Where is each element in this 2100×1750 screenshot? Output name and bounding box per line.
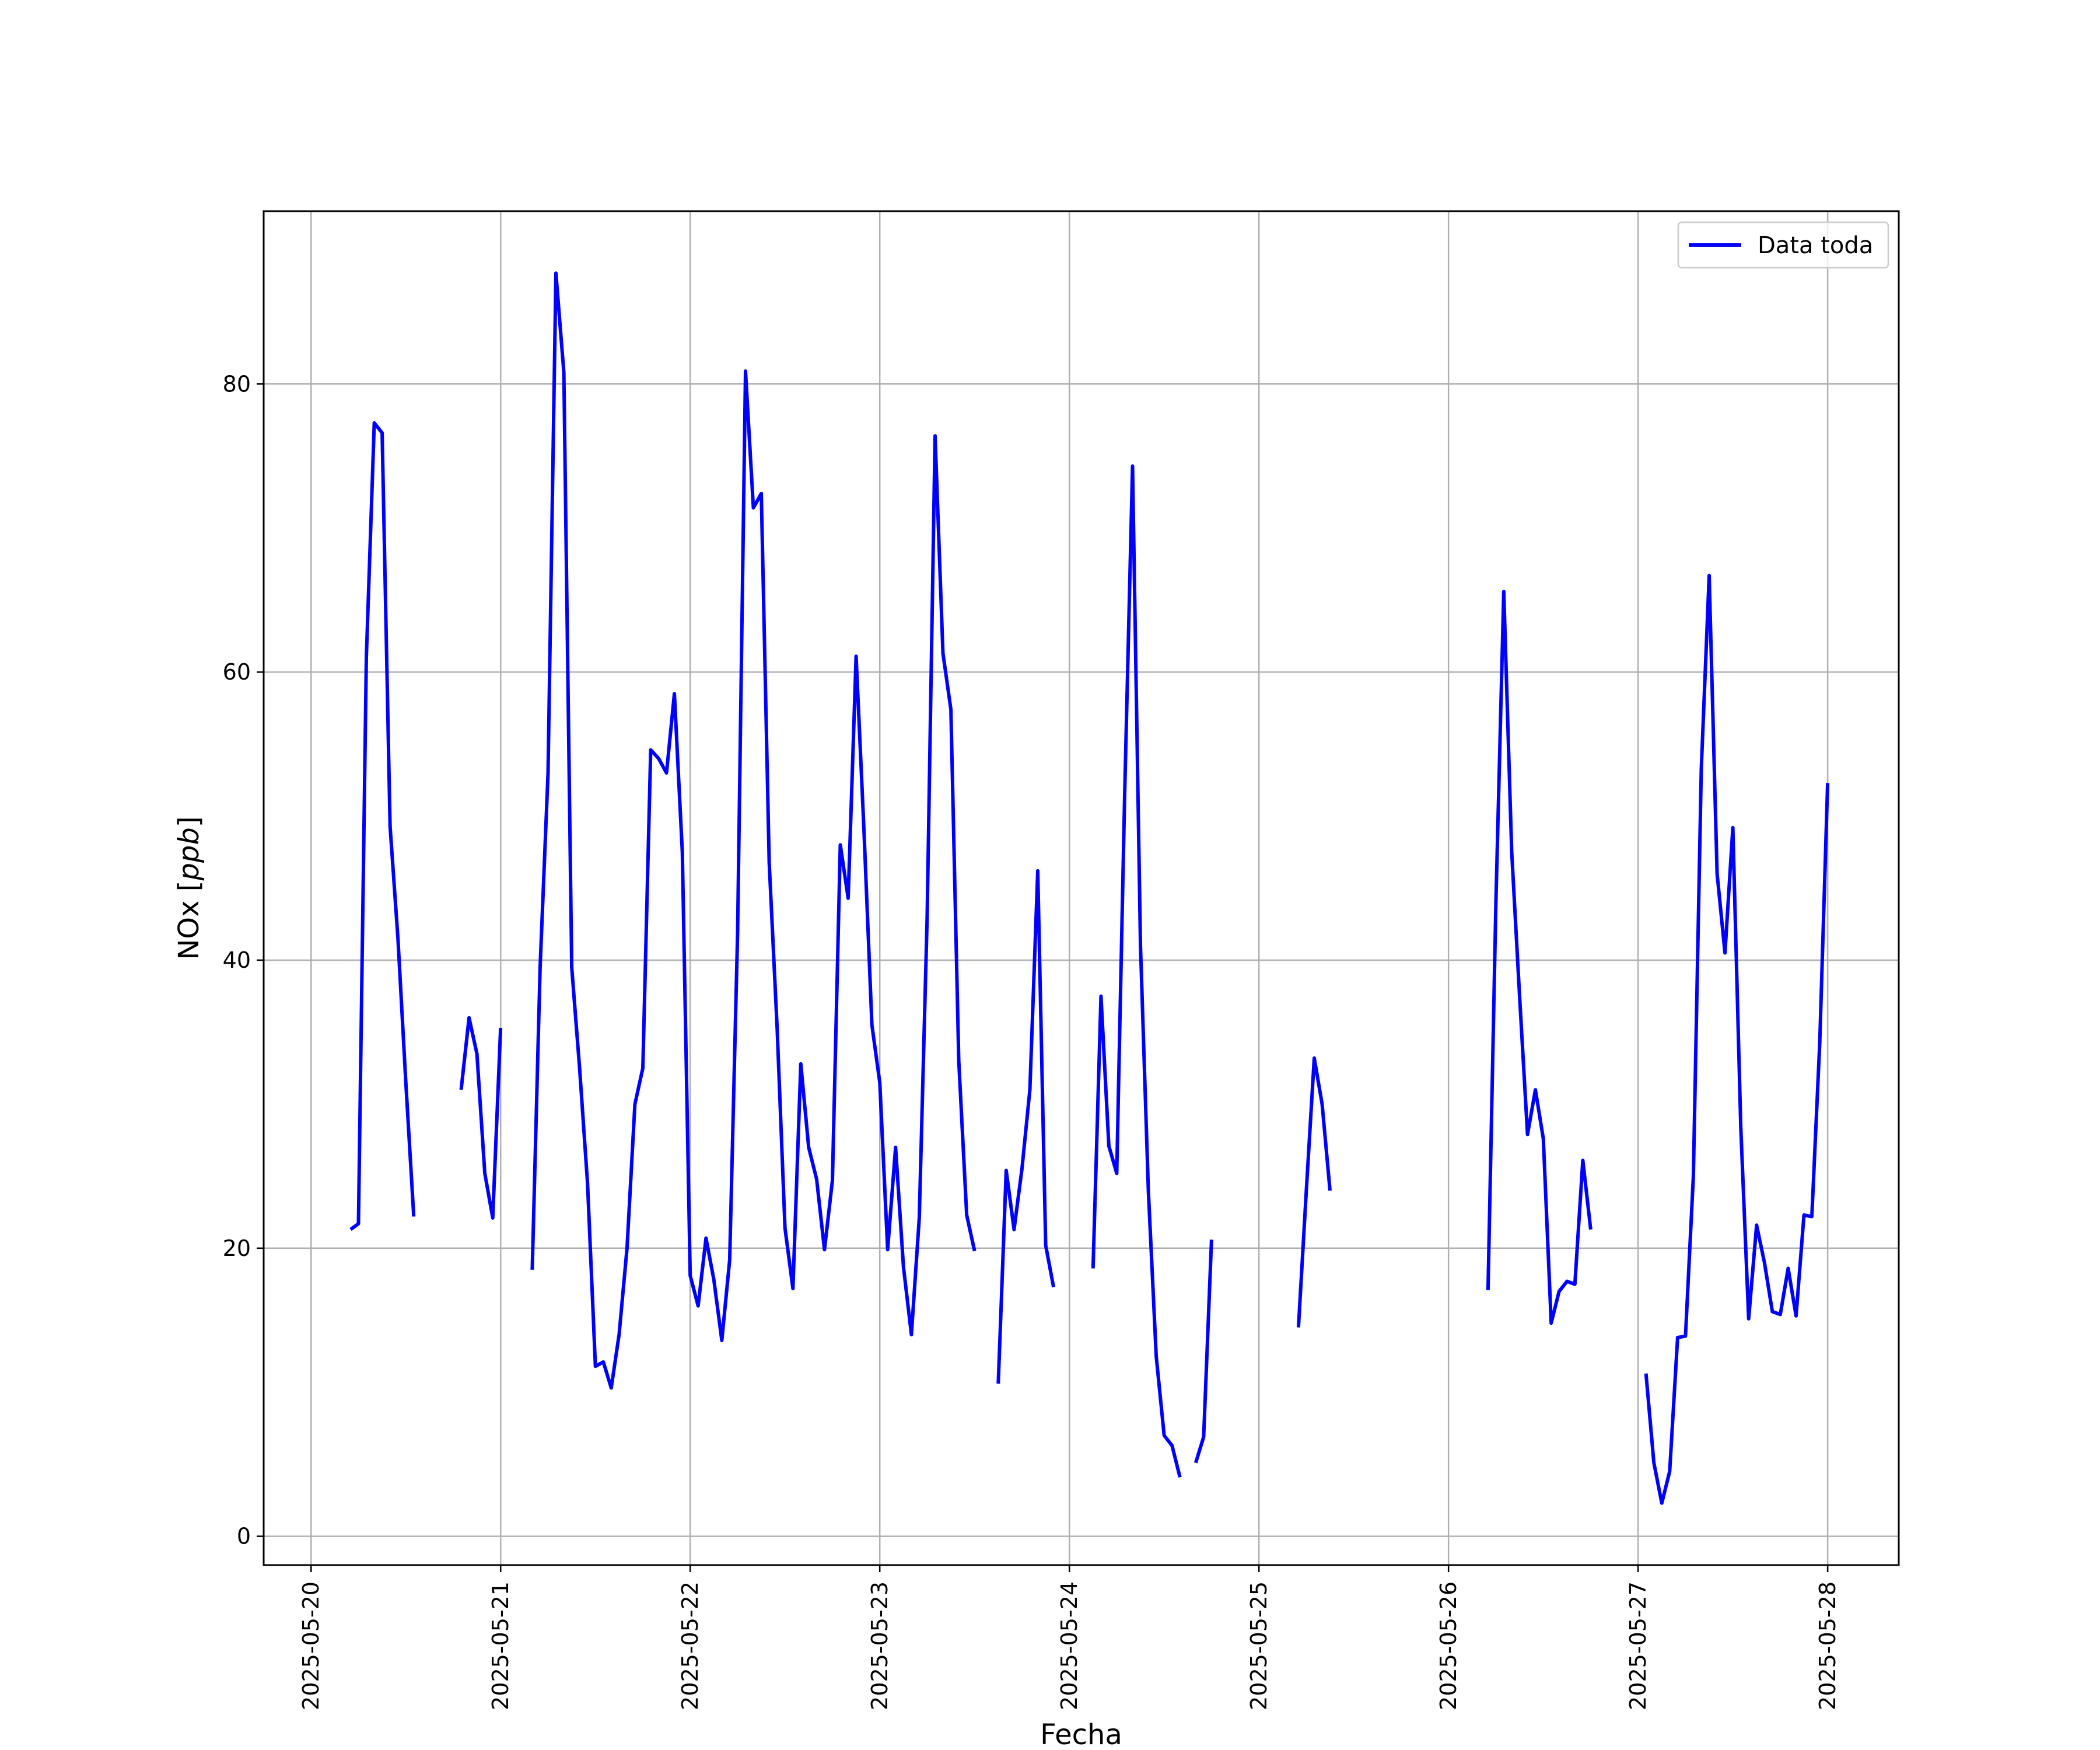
series-layer xyxy=(349,271,1830,1505)
y-axis-label-prefix: NOx [ xyxy=(173,881,205,960)
x-tick-label: 2025-05-23 xyxy=(867,1581,892,1710)
x-axis-label: Fecha xyxy=(1040,1718,1122,1750)
x-tick-label: 2025-05-25 xyxy=(1246,1581,1272,1710)
x-tick-label: 2025-05-21 xyxy=(488,1581,513,1710)
x-tick-label: 2025-05-28 xyxy=(1815,1581,1840,1710)
series-line-data-toda xyxy=(1486,589,1592,1325)
legend-box xyxy=(1677,221,1889,269)
axis-ticks: 2025-05-20 2025-05-21 2025-05-22 2025-05-23… xyxy=(223,371,1840,1710)
plot-frame xyxy=(262,210,1900,1566)
y-tick-label: 40 xyxy=(223,947,251,973)
series-line-data-toda xyxy=(1644,573,1830,1505)
y-tick-label: 60 xyxy=(223,659,251,685)
series-line-data-toda xyxy=(459,1016,503,1220)
series-line-data-toda xyxy=(996,869,1056,1384)
y-tick-label: 20 xyxy=(223,1236,251,1261)
legend: Data toda xyxy=(1677,221,1889,269)
x-tick-label: 2025-05-26 xyxy=(1436,1581,1461,1710)
x-tick-label: 2025-05-24 xyxy=(1056,1581,1082,1710)
y-tick-label: 80 xyxy=(223,371,251,397)
y-axis-label-unit: ppb xyxy=(173,827,205,881)
grid-lines xyxy=(264,211,1899,1565)
series-line-data-toda xyxy=(1091,464,1182,1478)
x-tick-label: 2025-05-22 xyxy=(677,1581,703,1710)
x-tick-label: 2025-05-27 xyxy=(1625,1581,1651,1710)
x-tick-label: 2025-05-20 xyxy=(298,1581,324,1710)
series-line-data-toda xyxy=(530,271,977,1390)
series-line-data-toda xyxy=(1194,1239,1213,1464)
y-axis-label-suffix: ] xyxy=(173,816,205,827)
y-axis-label: NOx [ppb] xyxy=(173,816,205,960)
series-line-data-toda xyxy=(1296,1056,1332,1328)
legend-entry-data-toda: Data toda xyxy=(1758,232,1873,259)
y-tick-label: 0 xyxy=(237,1524,251,1549)
series-line-data-toda xyxy=(349,421,416,1231)
